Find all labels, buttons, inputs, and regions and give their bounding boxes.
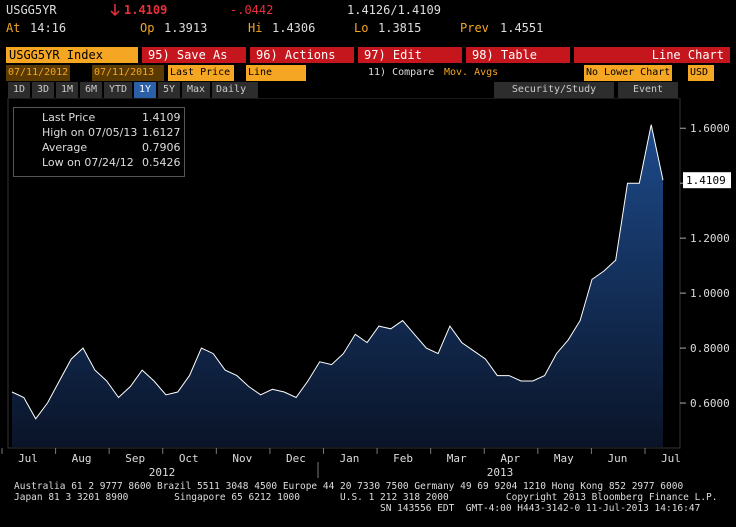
stat-value: 1.3815 xyxy=(378,21,422,35)
stat-value: 1.4306 xyxy=(272,21,316,35)
last-price-label: 1.4109 xyxy=(686,174,726,187)
year-label: 2013 xyxy=(487,466,514,479)
x-tick-label: Jun xyxy=(607,452,627,465)
control[interactable]: No Lower Chart xyxy=(584,65,672,81)
legend-value: 1.6127 xyxy=(142,126,181,139)
event-button[interactable]: Event xyxy=(618,82,678,98)
x-tick-label: Nov xyxy=(232,452,252,465)
control[interactable]: USD xyxy=(688,65,714,81)
stat-label: At xyxy=(6,21,21,35)
period-button[interactable]: 5Y xyxy=(158,82,180,98)
down-arrow xyxy=(110,4,120,16)
frequency[interactable]: Daily xyxy=(212,82,258,98)
stat-label: Lo xyxy=(354,21,369,35)
menu-button[interactable]: 98) Table xyxy=(466,47,570,63)
control[interactable]: Mov. Avgs xyxy=(442,65,502,81)
footer-line: SN 143556 EDT GMT-4:00 H443-3142-0 11-Ju… xyxy=(380,503,701,514)
x-tick-label: Dec xyxy=(286,452,306,465)
y-tick-label: 1.2000 xyxy=(690,232,730,245)
legend-label: High on 07/05/13 xyxy=(42,126,138,139)
menu-button[interactable]: 97) Edit xyxy=(358,47,462,63)
period-button[interactable]: YTD xyxy=(104,82,132,98)
y-tick-label: 0.6000 xyxy=(690,397,730,410)
footer-line: Japan 81 3 3201 8900 Singapore 65 6212 1… xyxy=(14,492,718,503)
period-button[interactable]: 1M xyxy=(56,82,78,98)
menu-button[interactable]: 95) Save As xyxy=(142,47,246,63)
ticker: USGG5YR xyxy=(6,3,57,17)
legend-label: Low on 07/24/12 xyxy=(42,156,134,169)
x-tick-label: Mar xyxy=(447,452,467,465)
bid-ask: 1.4126/1.4109 xyxy=(347,3,441,17)
y-tick-label: 0.8000 xyxy=(690,342,730,355)
x-tick-label: Apr xyxy=(500,452,520,465)
footer-line: Australia 61 2 9777 8600 Brazil 5511 304… xyxy=(14,481,684,492)
control[interactable]: 07/11/2012 xyxy=(6,65,70,81)
y-tick-label: 1.6000 xyxy=(690,122,730,135)
legend-value: 0.7906 xyxy=(142,141,181,154)
period-button[interactable]: 1Y xyxy=(134,82,156,98)
control[interactable]: Last Price xyxy=(168,65,234,81)
year-label: 2012 xyxy=(149,466,176,479)
legend-label: Average xyxy=(42,141,88,154)
stat-label: Hi xyxy=(248,21,263,35)
stat-label: Prev xyxy=(460,21,489,35)
x-tick-label: Sep xyxy=(125,452,145,465)
area xyxy=(12,124,663,447)
last-price: 1.4109 xyxy=(124,3,168,17)
legend-value: 1.4109 xyxy=(142,111,181,124)
view-label: Line Chart xyxy=(574,47,730,63)
control[interactable]: Line xyxy=(246,65,306,81)
x-tick-label: Jan xyxy=(340,452,360,465)
period-button[interactable]: Max xyxy=(182,82,210,98)
legend-label: Last Price xyxy=(42,111,96,124)
legend: Last Price 1.4109 High on 07/05/13 1.6127 Av… xyxy=(13,107,185,177)
period-button[interactable]: 1D xyxy=(8,82,30,98)
stat-value: 1.4551 xyxy=(500,21,544,35)
menu-button[interactable]: 96) Actions xyxy=(250,47,354,63)
stat-label: Op xyxy=(140,21,155,35)
period-button[interactable]: 6M xyxy=(80,82,102,98)
change: -.0442 xyxy=(230,3,274,17)
x-tick-label: Feb xyxy=(393,452,413,465)
stat-value: 14:16 xyxy=(30,21,67,35)
x-tick-label: Aug xyxy=(72,452,92,465)
y-tick-label: 1.0000 xyxy=(690,287,730,300)
x-tick-label: Jul xyxy=(18,452,38,465)
x-tick-label: Jul xyxy=(661,452,681,465)
security-field[interactable]: USGG5YR Index xyxy=(6,47,138,63)
x-tick-label: May xyxy=(554,452,574,465)
last-price-tag xyxy=(683,172,731,189)
stat-value: 1.3913 xyxy=(164,21,208,35)
x-tick-label: Oct xyxy=(179,452,199,465)
line xyxy=(11,124,664,420)
study-button[interactable]: Security/Study xyxy=(494,82,614,98)
control[interactable]: 07/11/2013 xyxy=(92,65,164,81)
period-button[interactable]: 3D xyxy=(32,82,54,98)
legend-value: 0.5426 xyxy=(142,156,181,169)
control[interactable]: 11) Compare xyxy=(366,65,438,81)
